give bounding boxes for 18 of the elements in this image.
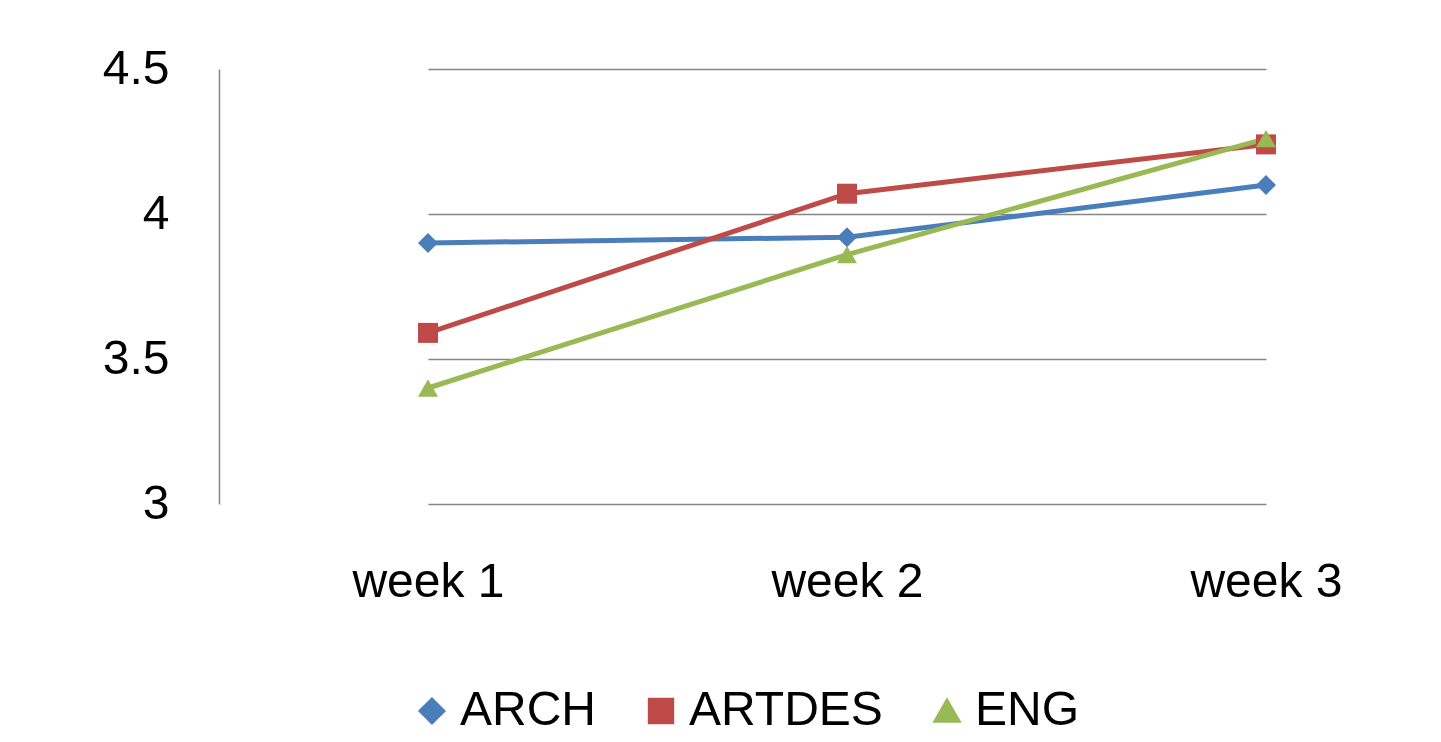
x-tick-label: week 3 (1189, 553, 1343, 607)
y-tick-label: 4.5 (102, 40, 170, 94)
legend-label: ARCH (460, 682, 597, 735)
legend-label: ENG (975, 682, 1080, 735)
point (837, 183, 857, 204)
y-tick-label: 3.5 (102, 330, 170, 384)
point (837, 227, 857, 248)
legend-label: ARTDES (689, 682, 883, 735)
point (418, 379, 438, 397)
point (1256, 129, 1276, 148)
y-tick-label: 3 (142, 475, 170, 529)
y-tick-label: 4 (142, 185, 170, 239)
point (837, 245, 857, 264)
x-tick-label: week 2 (770, 553, 924, 607)
point (418, 233, 438, 253)
point (1256, 175, 1276, 195)
point (418, 322, 438, 343)
x-tick-label: week 1 (351, 553, 505, 607)
